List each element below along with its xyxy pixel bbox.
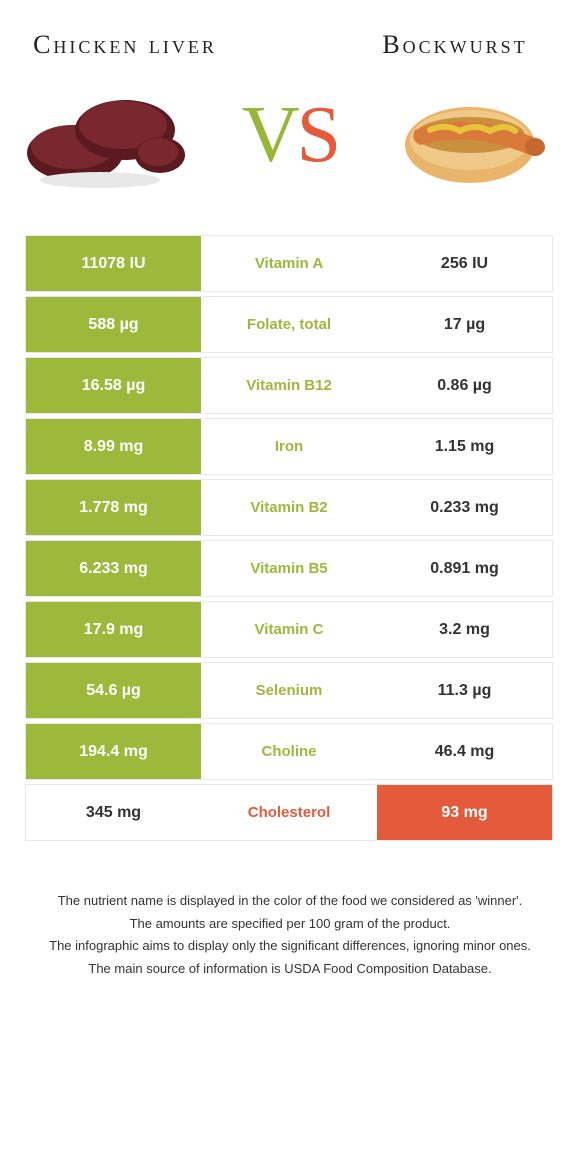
right-value-cell: 0.86 µg: [377, 357, 553, 414]
right-value-cell: 46.4 mg: [377, 723, 553, 780]
footer-line-1: The nutrient name is displayed in the co…: [33, 891, 547, 911]
left-value-cell: 17.9 mg: [25, 601, 201, 658]
left-value-cell: 588 µg: [25, 296, 201, 353]
images-row: VS: [25, 70, 555, 200]
nutrient-name-cell: Selenium: [201, 662, 377, 719]
nutrient-name-cell: Iron: [201, 418, 377, 475]
right-value-cell: 1.15 mg: [377, 418, 553, 475]
nutrient-row: 11078 IUVitamin A256 IU: [25, 235, 555, 292]
nutrient-row: 16.58 µgVitamin B120.86 µg: [25, 357, 555, 414]
footer-line-2: The amounts are specified per 100 gram o…: [33, 914, 547, 934]
left-food-title: Chicken liver: [25, 30, 225, 60]
left-value-cell: 54.6 µg: [25, 662, 201, 719]
right-value-cell: 0.233 mg: [377, 479, 553, 536]
left-value-cell: 345 mg: [25, 784, 201, 841]
nutrient-name-cell: Vitamin B5: [201, 540, 377, 597]
nutrient-row: 8.99 mgIron1.15 mg: [25, 418, 555, 475]
left-value-cell: 194.4 mg: [25, 723, 201, 780]
right-value-cell: 93 mg: [377, 784, 553, 841]
nutrient-row: 54.6 µgSelenium11.3 µg: [25, 662, 555, 719]
nutrient-name-cell: Folate, total: [201, 296, 377, 353]
nutrient-row: 194.4 mgCholine46.4 mg: [25, 723, 555, 780]
right-value-cell: 256 IU: [377, 235, 553, 292]
bockwurst-icon: [385, 75, 555, 195]
nutrient-row: 6.233 mgVitamin B50.891 mg: [25, 540, 555, 597]
header-row: Chicken liver Bockwurst: [25, 30, 555, 60]
nutrient-row: 588 µgFolate, total17 µg: [25, 296, 555, 353]
nutrient-row: 17.9 mgVitamin C3.2 mg: [25, 601, 555, 658]
chicken-liver-icon: [25, 75, 195, 195]
nutrient-name-cell: Cholesterol: [201, 784, 377, 841]
footer-text: The nutrient name is displayed in the co…: [25, 891, 555, 978]
nutrient-name-cell: Vitamin B2: [201, 479, 377, 536]
vs-v: V: [242, 91, 297, 179]
right-value-cell: 3.2 mg: [377, 601, 553, 658]
footer-line-3: The infographic aims to display only the…: [33, 936, 547, 956]
vs-s: S: [297, 91, 339, 179]
footer-line-4: The main source of information is USDA F…: [33, 959, 547, 979]
nutrient-name-cell: Vitamin C: [201, 601, 377, 658]
right-food-image: [385, 70, 555, 200]
right-value-cell: 11.3 µg: [377, 662, 553, 719]
left-value-cell: 11078 IU: [25, 235, 201, 292]
nutrient-table: 11078 IUVitamin A256 IU588 µgFolate, tot…: [25, 235, 555, 841]
left-value-cell: 16.58 µg: [25, 357, 201, 414]
nutrient-name-cell: Vitamin A: [201, 235, 377, 292]
nutrient-name-cell: Vitamin B12: [201, 357, 377, 414]
left-value-cell: 1.778 mg: [25, 479, 201, 536]
infographic-container: Chicken liver Bockwurst VS: [0, 0, 580, 1021]
nutrient-row: 1.778 mgVitamin B20.233 mg: [25, 479, 555, 536]
vs-label: VS: [242, 90, 338, 181]
left-value-cell: 8.99 mg: [25, 418, 201, 475]
left-food-image: [25, 70, 195, 200]
left-value-cell: 6.233 mg: [25, 540, 201, 597]
right-value-cell: 17 µg: [377, 296, 553, 353]
nutrient-name-cell: Choline: [201, 723, 377, 780]
right-value-cell: 0.891 mg: [377, 540, 553, 597]
nutrient-row: 345 mgCholesterol93 mg: [25, 784, 555, 841]
right-food-title: Bockwurst: [355, 30, 555, 60]
